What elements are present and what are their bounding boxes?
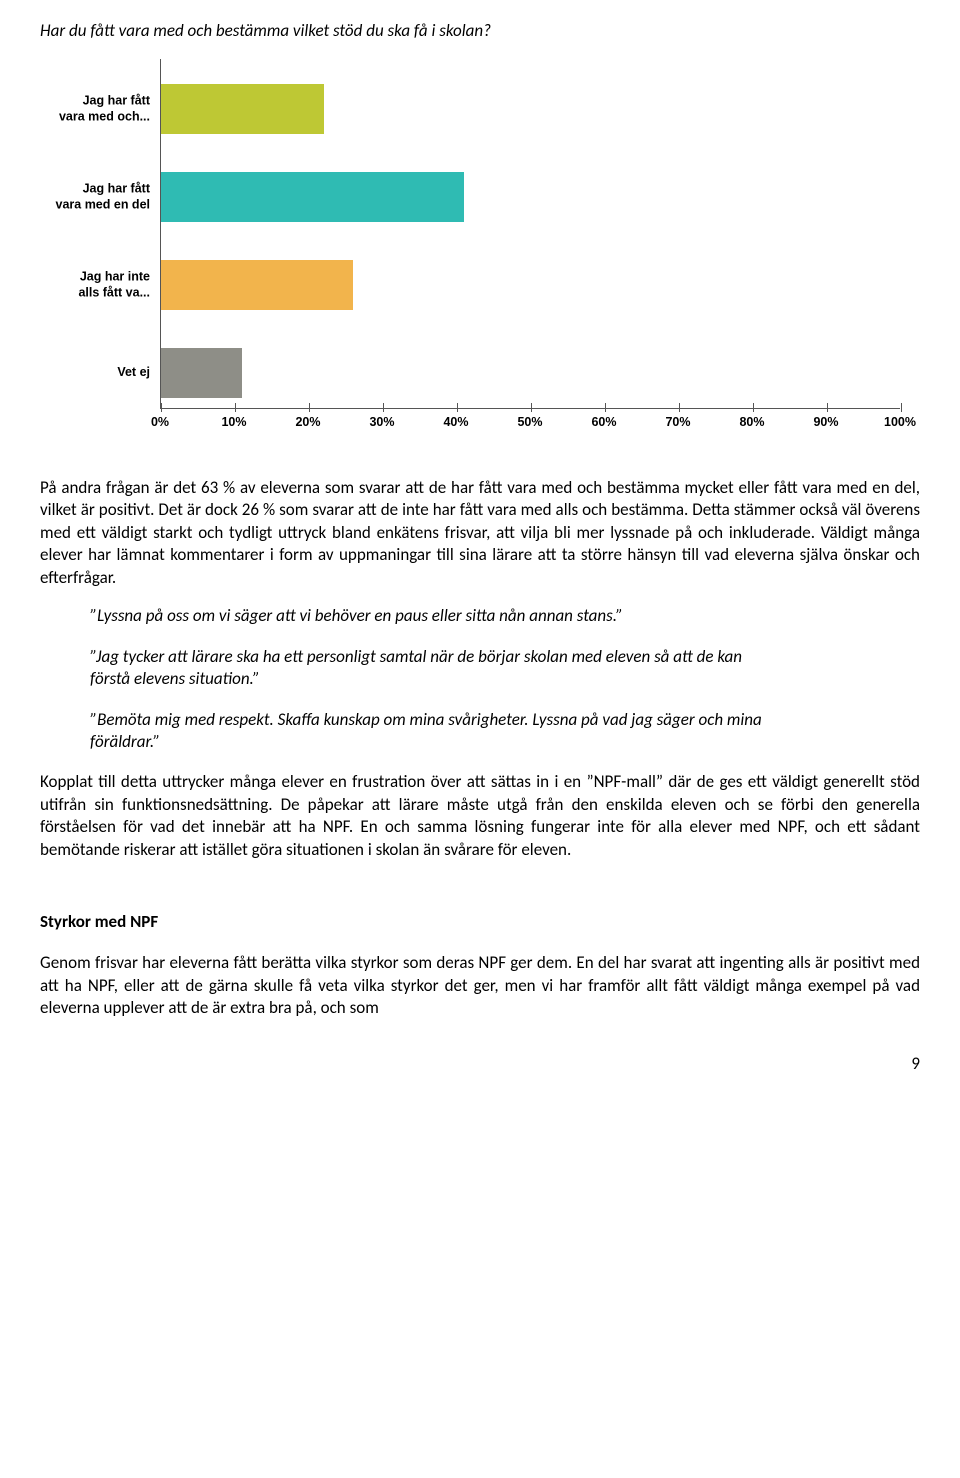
x-axis-label: 0%: [151, 415, 169, 429]
page-number: 9: [40, 1053, 920, 1074]
y-axis-label: Jag har fåttvara med en del: [40, 181, 150, 212]
body-paragraph-1: På andra frågan är det 63 % av eleverna …: [40, 477, 920, 589]
x-axis-label: 20%: [295, 415, 320, 429]
body-paragraph-2: Kopplat till detta uttrycker många eleve…: [40, 771, 920, 861]
bar-row: [161, 172, 464, 222]
x-tick: [901, 403, 902, 412]
bar: [161, 84, 324, 134]
chart-plot-area: [160, 59, 900, 409]
x-axis-label: 80%: [739, 415, 764, 429]
x-axis-label: 100%: [884, 415, 916, 429]
x-tick: [457, 403, 458, 412]
x-axis-label: 70%: [665, 415, 690, 429]
quotes-block: ”Lyssna på oss om vi säger att vi behöve…: [40, 605, 920, 753]
x-tick: [383, 403, 384, 412]
bar-row: [161, 348, 242, 398]
x-tick: [605, 403, 606, 412]
quote-1: ”Lyssna på oss om vi säger att vi behöve…: [90, 605, 780, 627]
section-subheading: Styrkor med NPF: [40, 911, 920, 932]
x-tick: [531, 403, 532, 412]
x-axis-label: 10%: [221, 415, 246, 429]
bar: [161, 260, 353, 310]
x-axis-label: 50%: [517, 415, 542, 429]
bar: [161, 172, 464, 222]
x-axis-label: 30%: [369, 415, 394, 429]
quote-2: ”Jag tycker att lärare ska ha ett person…: [90, 646, 780, 691]
y-axis-label: Jag har fåttvara med och...: [40, 93, 150, 124]
bar: [161, 348, 242, 398]
x-tick: [235, 403, 236, 412]
x-tick: [679, 403, 680, 412]
bar-row: [161, 84, 324, 134]
chart-question-heading: Har du fått vara med och bestämma vilket…: [40, 20, 920, 41]
x-tick: [827, 403, 828, 412]
x-tick: [161, 403, 162, 412]
bar-row: [161, 260, 353, 310]
x-tick: [309, 403, 310, 412]
y-axis-label: Vet ej: [40, 365, 150, 381]
x-axis-label: 60%: [591, 415, 616, 429]
bar-chart: Jag har fåttvara med och... Jag har fåttv…: [40, 59, 920, 449]
x-tick: [753, 403, 754, 412]
x-axis-label: 40%: [443, 415, 468, 429]
quote-3: ”Bemöta mig med respekt. Skaffa kunskap …: [90, 709, 780, 754]
x-axis-label: 90%: [813, 415, 838, 429]
y-axis-label: Jag har intealls fått va...: [40, 269, 150, 300]
body-paragraph-3: Genom frisvar har eleverna fått berätta …: [40, 952, 920, 1019]
